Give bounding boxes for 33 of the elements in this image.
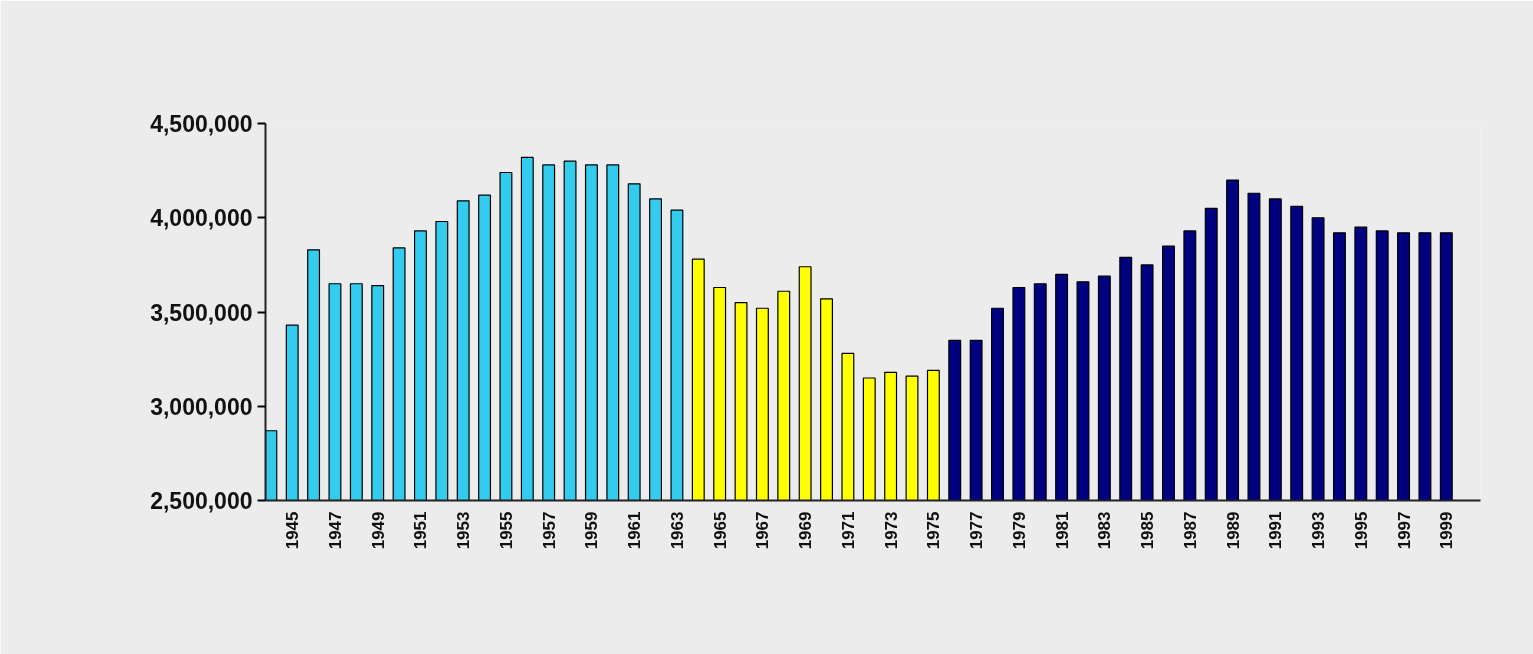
y-tick-label: 3,000,000 xyxy=(150,393,253,420)
y-tick-label: 4,000,000 xyxy=(150,205,253,232)
x-tick-label: 1959 xyxy=(582,511,602,550)
x-tick-label: 1985 xyxy=(1138,511,1158,550)
x-tick-label: 1947 xyxy=(325,511,345,550)
y-tick-label: 4,500,000 xyxy=(150,111,253,137)
y-tick-label: 3,500,000 xyxy=(150,299,253,326)
x-tick-label: 1999 xyxy=(1437,511,1457,550)
x-tick-label: 1965 xyxy=(710,511,730,550)
x-tick-label: 1995 xyxy=(1351,511,1371,550)
x-tick-label: 1981 xyxy=(1052,511,1072,550)
x-tick-label: 1991 xyxy=(1266,511,1286,550)
x-tick-label: 1977 xyxy=(967,511,987,550)
x-tick-label: 1975 xyxy=(924,511,944,550)
x-tick-label: 1989 xyxy=(1223,511,1243,550)
x-tick-label: 1971 xyxy=(838,511,858,550)
x-tick-label: 1945 xyxy=(283,511,303,550)
x-tick-label: 1969 xyxy=(796,511,816,550)
x-tick-label: 1997 xyxy=(1394,511,1414,550)
x-tick-label: 1951 xyxy=(411,511,431,550)
x-tick-label: 1979 xyxy=(1009,511,1029,550)
y-tick-label: 2,500,000 xyxy=(150,488,253,514)
x-tick-label: 1993 xyxy=(1309,511,1329,550)
x-tick-label: 1967 xyxy=(753,511,773,550)
x-tick-label: 1953 xyxy=(454,511,474,550)
x-tick-label: 1987 xyxy=(1180,511,1200,550)
x-tick-label: 1957 xyxy=(539,511,559,550)
x-tick-label: 1949 xyxy=(368,511,388,550)
x-tick-label: 1955 xyxy=(496,511,516,550)
x-tick-label: 1961 xyxy=(625,511,645,550)
x-tick-label: 1973 xyxy=(881,511,901,550)
x-tick-label: 1983 xyxy=(1095,511,1115,550)
x-tick-label: 1963 xyxy=(667,511,687,550)
